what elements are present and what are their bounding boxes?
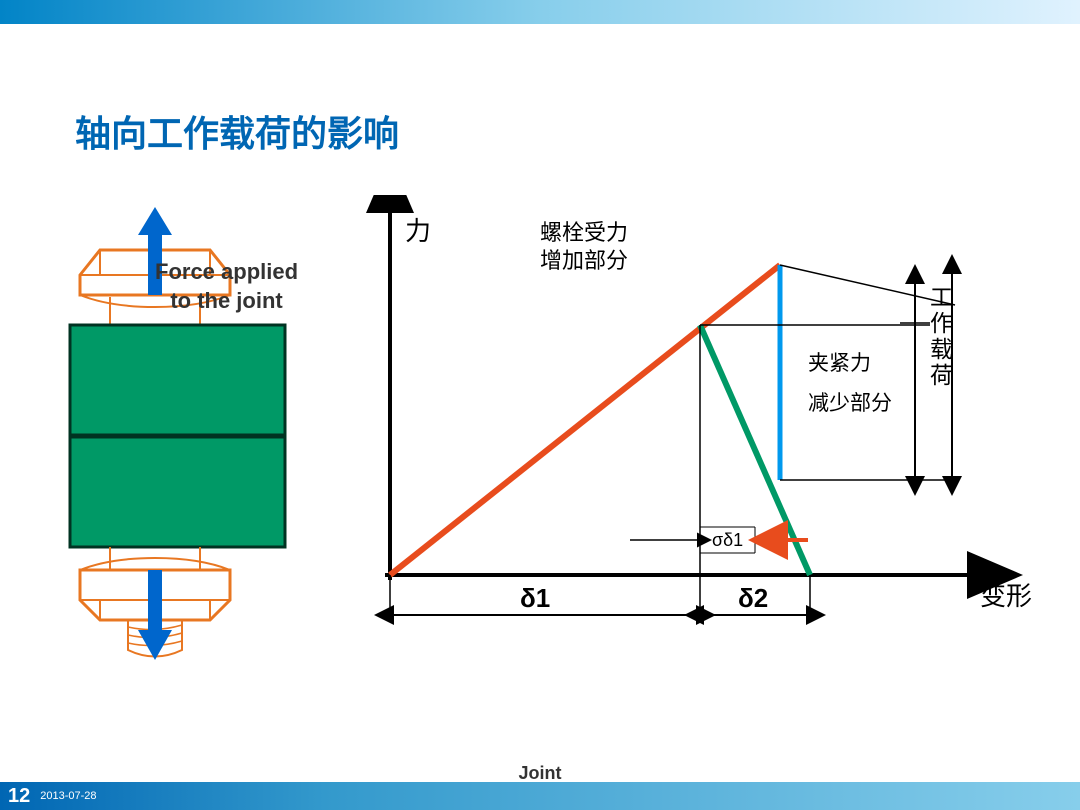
footer-bar: 12 2013-07-28 bbox=[0, 782, 1080, 810]
clamped-plate-bottom bbox=[70, 437, 285, 547]
footer-date: 2013-07-28 bbox=[40, 790, 96, 802]
delta1-label: δ1 bbox=[520, 583, 550, 613]
bolt-force-label-1: 螺栓受力 bbox=[540, 220, 628, 245]
y-axis-label: 力 bbox=[405, 216, 431, 246]
clamp-force-label-2: 减少部分 bbox=[808, 392, 892, 415]
clamped-plate-top bbox=[70, 325, 285, 435]
bolt-stiffness-line bbox=[390, 265, 780, 575]
page-number: 12 bbox=[8, 785, 30, 808]
delta2-label: δ2 bbox=[738, 583, 768, 613]
bolt-force-label-2: 增加部分 bbox=[540, 248, 628, 273]
force-deformation-chart: σδ1 力 变形 δ1 δ2 螺栓受力 增加部分 夹紧力 减少部分 工 作 载 … bbox=[360, 195, 1040, 645]
sigma-delta-label: σδ1 bbox=[712, 530, 743, 550]
thin-line-apex bbox=[780, 265, 955, 305]
x-axis-label: 变形 bbox=[980, 581, 1032, 611]
force-applied-label: Force applied to the joint bbox=[155, 258, 298, 315]
clamp-force-label-1: 夹紧力 bbox=[808, 352, 871, 375]
page-title: 轴向工作载荷的影响 bbox=[75, 105, 399, 157]
workload-label: 工 作 载 荷 bbox=[930, 284, 959, 388]
top-gradient-bar bbox=[0, 0, 1080, 24]
